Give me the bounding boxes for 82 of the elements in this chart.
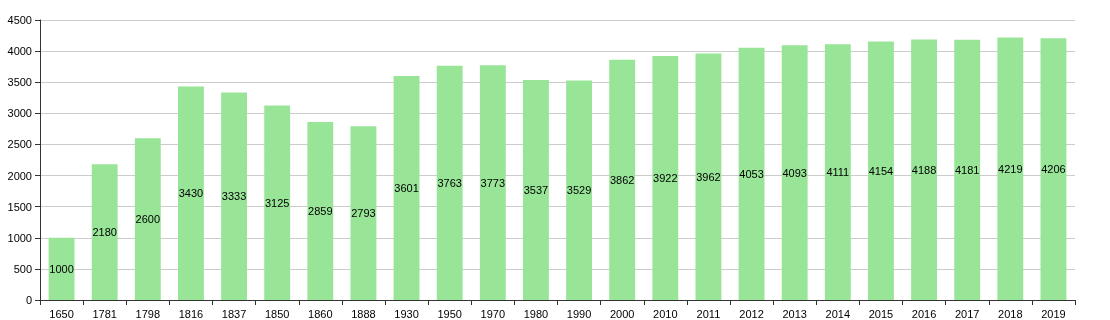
y-tick-label: 2500 bbox=[7, 138, 32, 151]
data-label: 3333 bbox=[221, 190, 247, 203]
x-tick-label: 1798 bbox=[135, 307, 161, 320]
y-tick-label: 2000 bbox=[7, 169, 32, 182]
data-label: 3862 bbox=[609, 173, 635, 186]
x-tick-label: 2019 bbox=[1041, 307, 1066, 320]
data-label: 3430 bbox=[178, 187, 204, 200]
bar bbox=[868, 41, 894, 300]
y-tick-label: 1500 bbox=[7, 200, 32, 213]
bar bbox=[350, 126, 377, 300]
x-tick-label: 1837 bbox=[221, 307, 247, 320]
y-tick-label: 3000 bbox=[7, 107, 32, 120]
x-tick-label: 1930 bbox=[394, 307, 419, 320]
bar bbox=[134, 138, 161, 300]
data-label: 2859 bbox=[308, 205, 333, 218]
bar bbox=[1040, 38, 1067, 300]
x-tick-label: 2017 bbox=[954, 307, 980, 320]
data-label: 3773 bbox=[480, 176, 506, 189]
data-label: 4181 bbox=[954, 163, 980, 176]
bar bbox=[997, 37, 1024, 300]
bar bbox=[652, 55, 679, 300]
x-tick-label: 1850 bbox=[264, 307, 290, 320]
bar bbox=[566, 80, 592, 300]
bar bbox=[738, 47, 765, 300]
data-label: 3962 bbox=[696, 170, 721, 183]
x-tick-label: 2013 bbox=[782, 307, 807, 320]
x-tick-label: 2011 bbox=[696, 307, 721, 320]
bar bbox=[781, 45, 808, 300]
y-tick-label: 4000 bbox=[7, 45, 32, 58]
x-tick-label: 2015 bbox=[868, 307, 894, 320]
y-tick-label: 1000 bbox=[7, 231, 32, 244]
bar bbox=[48, 237, 75, 300]
data-label: 2793 bbox=[351, 207, 376, 220]
data-label: 3529 bbox=[566, 184, 592, 197]
data-label: 4093 bbox=[782, 166, 807, 179]
x-tick-label: 2000 bbox=[609, 307, 635, 320]
x-tick-label: 2016 bbox=[911, 307, 937, 320]
bar bbox=[954, 39, 981, 300]
data-label: 1000 bbox=[49, 262, 74, 275]
data-label: 3537 bbox=[523, 183, 549, 196]
data-label: 2180 bbox=[92, 226, 117, 239]
bar bbox=[178, 86, 204, 300]
x-tick-label: 1860 bbox=[308, 307, 333, 320]
data-label: 3763 bbox=[437, 176, 462, 189]
bar bbox=[91, 164, 118, 300]
data-label: 3125 bbox=[264, 196, 290, 209]
bar bbox=[307, 122, 334, 300]
x-tick-label: 1980 bbox=[523, 307, 549, 320]
bar bbox=[393, 75, 420, 300]
bar bbox=[221, 92, 247, 300]
data-label: 4206 bbox=[1041, 163, 1066, 176]
bar bbox=[609, 59, 636, 300]
y-tick-label: 4500 bbox=[7, 14, 32, 26]
data-label: 4154 bbox=[868, 164, 894, 177]
x-tick-label: 2018 bbox=[998, 307, 1023, 320]
bar bbox=[479, 65, 506, 300]
x-tick-label: 1950 bbox=[437, 307, 462, 320]
bar bbox=[911, 39, 937, 300]
data-label: 2600 bbox=[135, 213, 161, 226]
bar bbox=[695, 53, 722, 300]
x-tick-label: 1650 bbox=[49, 307, 74, 320]
data-label: 4111 bbox=[826, 166, 850, 179]
bar bbox=[436, 65, 463, 300]
x-tick-label: 2010 bbox=[653, 307, 678, 320]
bar bbox=[523, 79, 549, 300]
bar bbox=[824, 44, 851, 300]
x-tick-label: 1990 bbox=[566, 307, 592, 320]
data-label: 4053 bbox=[739, 167, 764, 180]
x-tick-label: 2012 bbox=[739, 307, 764, 320]
data-label: 3601 bbox=[394, 181, 419, 194]
bar bbox=[264, 105, 291, 300]
y-tick-label: 3500 bbox=[7, 76, 32, 89]
x-tick-label: 1816 bbox=[178, 307, 204, 320]
data-label: 4219 bbox=[998, 162, 1023, 175]
y-tick-label: 500 bbox=[13, 262, 32, 275]
x-tick-label: 2014 bbox=[825, 307, 851, 320]
data-label: 3922 bbox=[653, 171, 678, 184]
x-tick-label: 1781 bbox=[92, 307, 117, 320]
data-label: 4188 bbox=[911, 163, 937, 176]
y-tick-label: 0 bbox=[25, 294, 32, 306]
x-tick-label: 1888 bbox=[351, 307, 376, 320]
x-tick-label: 1970 bbox=[480, 307, 506, 320]
